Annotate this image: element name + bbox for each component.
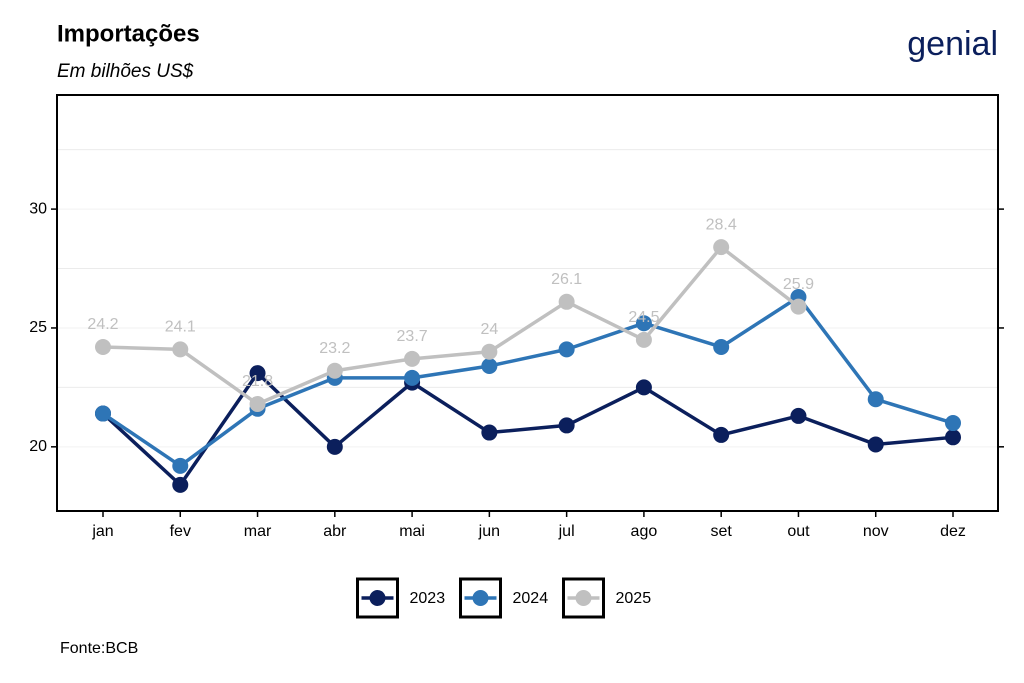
data-label: 28.4 <box>706 216 737 233</box>
data-point <box>172 476 189 493</box>
data-point <box>945 415 961 432</box>
data-point <box>635 315 652 332</box>
grid <box>57 149 998 448</box>
x-tick-label: jun <box>478 523 500 540</box>
chart-title: Importações <box>57 20 200 47</box>
chart-subtitle: Em bilhões US$ <box>57 61 194 82</box>
data-point <box>172 341 189 358</box>
data-point <box>790 407 807 424</box>
data-point <box>404 369 421 386</box>
x-tick-label: abr <box>323 523 347 540</box>
data-label: 26.1 <box>551 271 582 288</box>
data-point <box>558 293 575 310</box>
data-point <box>481 357 498 374</box>
data-label: 24 <box>480 321 498 338</box>
x-tick-label: ago <box>631 523 658 540</box>
data-label: 24.1 <box>165 319 196 336</box>
data-point <box>713 338 730 355</box>
series-line <box>101 371 954 487</box>
x-tick-label: jul <box>558 523 575 540</box>
data-label: 23.2 <box>319 340 350 357</box>
legend-dot <box>575 590 592 606</box>
legend-dot <box>369 590 386 606</box>
data-point <box>481 343 498 360</box>
plot-frame <box>56 94 999 512</box>
series-line <box>102 295 954 468</box>
data-point <box>635 379 652 396</box>
data-point <box>713 239 730 256</box>
y-tick-label: 25 <box>29 319 47 336</box>
data-label: 21.8 <box>242 373 273 390</box>
data-point <box>867 436 884 453</box>
legend-dot <box>472 590 489 606</box>
data-point <box>713 426 730 443</box>
x-tick-label: nov <box>863 523 889 540</box>
legend-label: 2023 <box>410 590 446 607</box>
logo: genial <box>907 25 998 63</box>
caption: Fonte:BCB <box>60 640 138 657</box>
x-tick-label: set <box>711 523 733 540</box>
data-label: 23.7 <box>397 328 428 345</box>
data-point <box>95 338 111 355</box>
data-point <box>249 396 266 413</box>
data-point <box>249 365 266 382</box>
y-tick-label: 20 <box>29 438 47 455</box>
data-point <box>326 438 343 455</box>
data-label: 24.5 <box>628 309 659 326</box>
x-tick-label: dez <box>940 523 966 540</box>
data-point <box>404 350 421 367</box>
legend-label: 2025 <box>616 590 652 607</box>
data-point <box>481 424 498 441</box>
legend-label: 2024 <box>513 590 549 607</box>
series-line <box>102 245 800 406</box>
data-label: 24.2 <box>87 316 118 333</box>
x-tick-label: fev <box>170 523 191 540</box>
x-tick-label: jan <box>91 523 113 540</box>
data-point <box>790 298 807 315</box>
data-point <box>95 405 111 422</box>
x-tick-label: out <box>787 523 810 540</box>
data-point <box>635 331 652 348</box>
x-tick-label: mar <box>244 523 272 540</box>
x-tick-label: mai <box>399 523 425 540</box>
y-tick-label: 30 <box>29 200 47 217</box>
data-point <box>867 391 884 408</box>
data-point <box>558 341 575 358</box>
data-point <box>172 457 189 474</box>
data-point <box>326 362 343 379</box>
data-label: 25.9 <box>783 276 814 293</box>
data-point <box>558 417 575 434</box>
data-point <box>945 429 961 446</box>
